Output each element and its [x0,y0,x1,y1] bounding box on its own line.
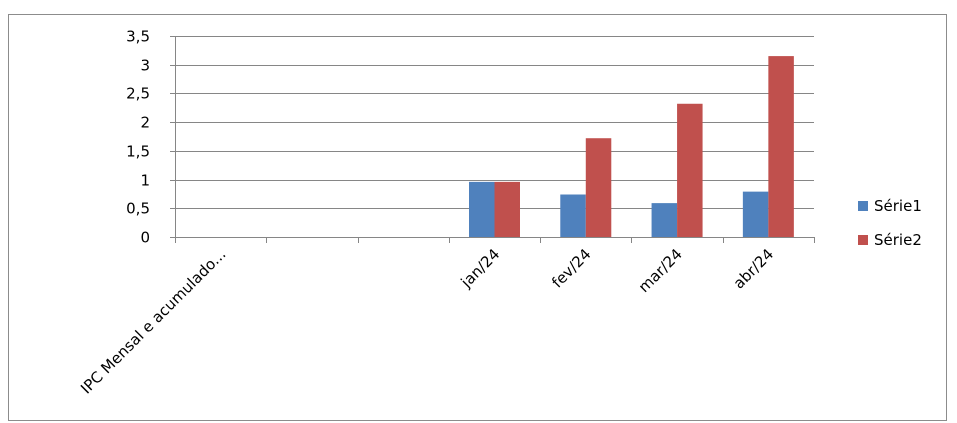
y-tick-label: 2 [140,114,150,132]
legend-label: Série1 [874,197,922,215]
legend: Série1 Série2 [858,197,922,249]
y-tick-label: 3,5 [126,28,150,46]
bar-série2 [677,103,703,237]
axes [170,36,815,243]
y-axis-tick-labels: 0 0,5 1 1,5 2 2,5 3 3,5 [126,28,150,247]
bar-série1 [560,194,586,237]
bars [469,56,794,237]
y-tick-label: 1 [140,172,150,190]
y-tick-label: 1,5 [126,143,150,161]
y-tick-label: 3 [140,57,150,75]
legend-label: Série2 [874,231,922,249]
gridlines [175,36,814,209]
bar-série2 [768,56,794,237]
bar-série1 [469,181,495,237]
legend-swatch [858,201,868,211]
bar-série1 [742,191,769,237]
bar-série2 [494,181,520,237]
bar-série1 [651,203,678,237]
bar-série2 [585,138,612,237]
y-tick-label: 0 [140,229,150,247]
y-tick-label: 2,5 [126,85,150,103]
y-tick-label: 0,5 [126,200,150,218]
legend-swatch [858,235,868,245]
